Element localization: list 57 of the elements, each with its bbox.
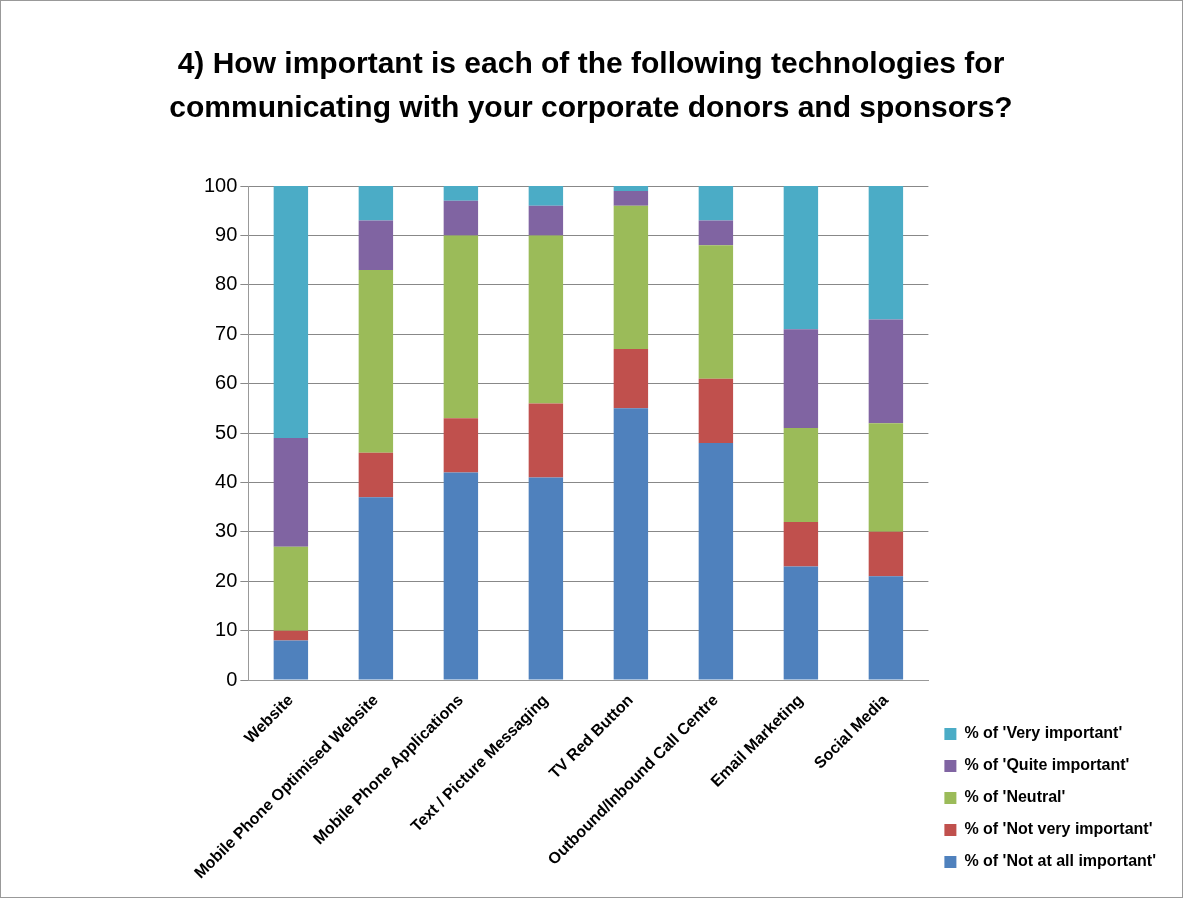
bar bbox=[273, 630, 309, 641]
bar bbox=[783, 329, 819, 429]
bar bbox=[443, 418, 479, 473]
bar bbox=[358, 497, 394, 680]
chart-title: 4) How important is each of the following technologies for communicating with your corporate donors and sponsors? bbox=[168, 45, 1014, 125]
bar bbox=[868, 423, 904, 532]
bar bbox=[528, 235, 564, 404]
bar bbox=[868, 186, 904, 320]
bar bbox=[528, 477, 564, 680]
bar bbox=[613, 349, 649, 409]
bar bbox=[443, 235, 479, 419]
bar bbox=[868, 576, 904, 680]
bar bbox=[783, 186, 819, 330]
y-tick-label: 60 bbox=[215, 371, 238, 394]
y-tick-label: 100 bbox=[203, 173, 238, 196]
bar bbox=[443, 186, 479, 201]
legend-label: % of 'Neutral' bbox=[964, 788, 1066, 806]
y-tick-label: 20 bbox=[215, 568, 238, 591]
bar bbox=[358, 452, 394, 498]
bar bbox=[783, 521, 819, 567]
bar bbox=[273, 437, 309, 547]
legend-label: % of 'Quite important' bbox=[964, 756, 1130, 774]
bar bbox=[698, 186, 734, 221]
bar bbox=[528, 403, 564, 478]
bar bbox=[783, 566, 819, 680]
bar bbox=[613, 408, 649, 680]
y-tick-label: 80 bbox=[215, 272, 238, 295]
bar bbox=[443, 200, 479, 236]
y-tick-label: 50 bbox=[215, 420, 238, 443]
y-tick-label: 0 bbox=[226, 667, 238, 690]
y-tick-label: 10 bbox=[215, 618, 238, 641]
legend-label: % of 'Not at all important' bbox=[964, 852, 1156, 870]
bar bbox=[528, 186, 564, 206]
bar bbox=[613, 205, 649, 350]
bar bbox=[358, 186, 394, 221]
y-tick-label: 30 bbox=[215, 519, 238, 542]
bar bbox=[613, 186, 649, 191]
bar bbox=[698, 378, 734, 443]
bar bbox=[613, 190, 649, 206]
bar bbox=[358, 270, 394, 453]
bar bbox=[528, 205, 564, 236]
legend-label: % of 'Not very important' bbox=[964, 820, 1153, 838]
y-tick-label: 70 bbox=[215, 321, 238, 344]
bar bbox=[273, 640, 309, 680]
bar bbox=[273, 186, 309, 438]
bar bbox=[698, 442, 734, 680]
bar bbox=[358, 220, 394, 270]
legend-label: % of 'Very important' bbox=[964, 724, 1123, 742]
bar bbox=[273, 546, 309, 631]
y-tick-label: 40 bbox=[215, 469, 238, 492]
y-tick-label: 90 bbox=[215, 222, 238, 245]
bar bbox=[868, 319, 904, 424]
bar bbox=[698, 220, 734, 246]
bar bbox=[783, 428, 819, 522]
bar bbox=[443, 472, 479, 680]
bar bbox=[698, 245, 734, 379]
bar bbox=[868, 531, 904, 577]
